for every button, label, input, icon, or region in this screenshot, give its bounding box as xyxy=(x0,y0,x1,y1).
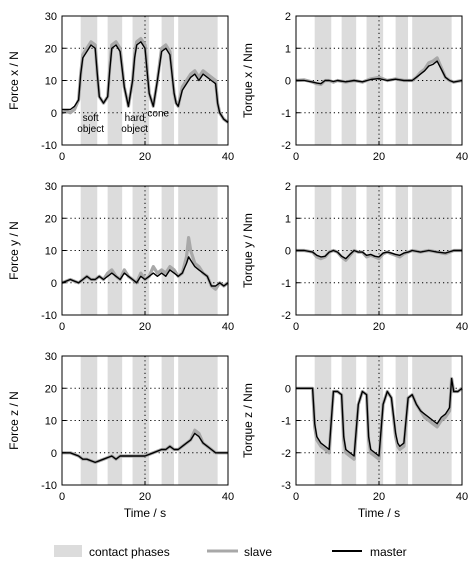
x-tick-label: 40 xyxy=(222,321,234,333)
annotation-text: hard xyxy=(125,113,145,124)
x-tick-label: 20 xyxy=(139,321,151,333)
x-axis-label: Time / s xyxy=(124,506,166,520)
y-axis-label: Torque x / Nm xyxy=(241,43,255,118)
contact-phase-band xyxy=(107,186,123,315)
y-tick-label: 30 xyxy=(45,11,57,23)
x-tick-label: 20 xyxy=(139,151,151,163)
y-tick-label: 1 xyxy=(285,43,291,55)
x-tick-label: 40 xyxy=(222,151,234,163)
contact-phase-band xyxy=(107,356,123,485)
contact-phase-band xyxy=(80,16,98,145)
x-tick-label: 20 xyxy=(373,321,385,333)
y-tick-label: -3 xyxy=(281,480,291,492)
y-tick-label: 10 xyxy=(45,76,57,88)
y-tick-label: -10 xyxy=(41,140,57,152)
x-tick-label: 0 xyxy=(293,151,299,163)
y-tick-label: 0 xyxy=(285,76,291,88)
x-axis-label: Time / s xyxy=(358,506,400,520)
y-tick-label: -10 xyxy=(41,480,57,492)
series-line-master xyxy=(296,377,463,457)
annotation-text: soft xyxy=(83,113,99,124)
legend-master-label: master xyxy=(370,545,407,559)
y-tick-label: 0 xyxy=(51,448,57,460)
x-tick-label: 40 xyxy=(456,491,468,503)
y-tick-label: 30 xyxy=(45,181,57,193)
y-tick-label: 0 xyxy=(285,246,291,258)
x-tick-label: 0 xyxy=(293,321,299,333)
series-line-master xyxy=(62,41,229,123)
y-tick-label: 20 xyxy=(45,213,57,225)
y-tick-label: -1 xyxy=(281,416,291,428)
contact-phase-band xyxy=(341,186,357,315)
y-tick-label: 10 xyxy=(45,246,57,258)
y-tick-label: -1 xyxy=(281,108,291,120)
y-tick-label: -1 xyxy=(281,278,291,290)
x-tick-label: 20 xyxy=(373,491,385,503)
contact-phase-band xyxy=(80,356,98,485)
y-tick-label: 2 xyxy=(285,181,291,193)
legend-contact-label: contact phases xyxy=(89,545,170,559)
x-tick-label: 40 xyxy=(222,491,234,503)
y-tick-label: 0 xyxy=(285,383,291,395)
y-tick-label: 30 xyxy=(45,351,57,363)
series-line-slave xyxy=(61,36,229,124)
y-axis-label: Force y / N xyxy=(7,221,21,280)
y-tick-label: 0 xyxy=(51,278,57,290)
y-axis-label: Torque z / Nm xyxy=(241,383,255,458)
series-line-master xyxy=(62,432,228,464)
y-tick-label: 0 xyxy=(51,108,57,120)
y-tick-label: -2 xyxy=(281,140,291,152)
x-tick-label: 20 xyxy=(139,491,151,503)
y-tick-label: 2 xyxy=(285,11,291,23)
y-tick-label: -2 xyxy=(281,310,291,322)
x-tick-label: 0 xyxy=(59,321,65,333)
x-tick-label: 0 xyxy=(59,151,65,163)
legend: contact phases slave master xyxy=(54,545,407,559)
y-tick-label: 1 xyxy=(285,213,291,225)
y-tick-label: 20 xyxy=(45,43,57,55)
series-line-master xyxy=(61,256,229,287)
annotation-text: object xyxy=(121,124,148,135)
annotation-text: cone xyxy=(147,109,169,120)
x-tick-label: 0 xyxy=(293,491,299,503)
y-tick-label: -2 xyxy=(281,448,291,460)
legend-contact-swatch xyxy=(54,545,82,557)
contact-phase-band xyxy=(314,186,332,315)
y-axis-label: Force x / N xyxy=(7,51,21,110)
x-tick-label: 40 xyxy=(456,321,468,333)
contact-phase-band xyxy=(80,186,98,315)
x-tick-label: 20 xyxy=(373,151,385,163)
x-tick-label: 40 xyxy=(456,151,468,163)
y-tick-label: -10 xyxy=(41,310,57,322)
y-axis-label: Force z / N xyxy=(7,391,21,450)
y-tick-label: 20 xyxy=(45,383,57,395)
x-tick-label: 0 xyxy=(59,491,65,503)
annotation-text: object xyxy=(77,124,104,135)
series-line-master xyxy=(296,249,462,260)
series-line-master xyxy=(296,60,463,85)
legend-slave-label: slave xyxy=(244,545,272,559)
y-tick-label: 10 xyxy=(45,416,57,428)
y-axis-label: Torque y / Nm xyxy=(241,213,255,288)
